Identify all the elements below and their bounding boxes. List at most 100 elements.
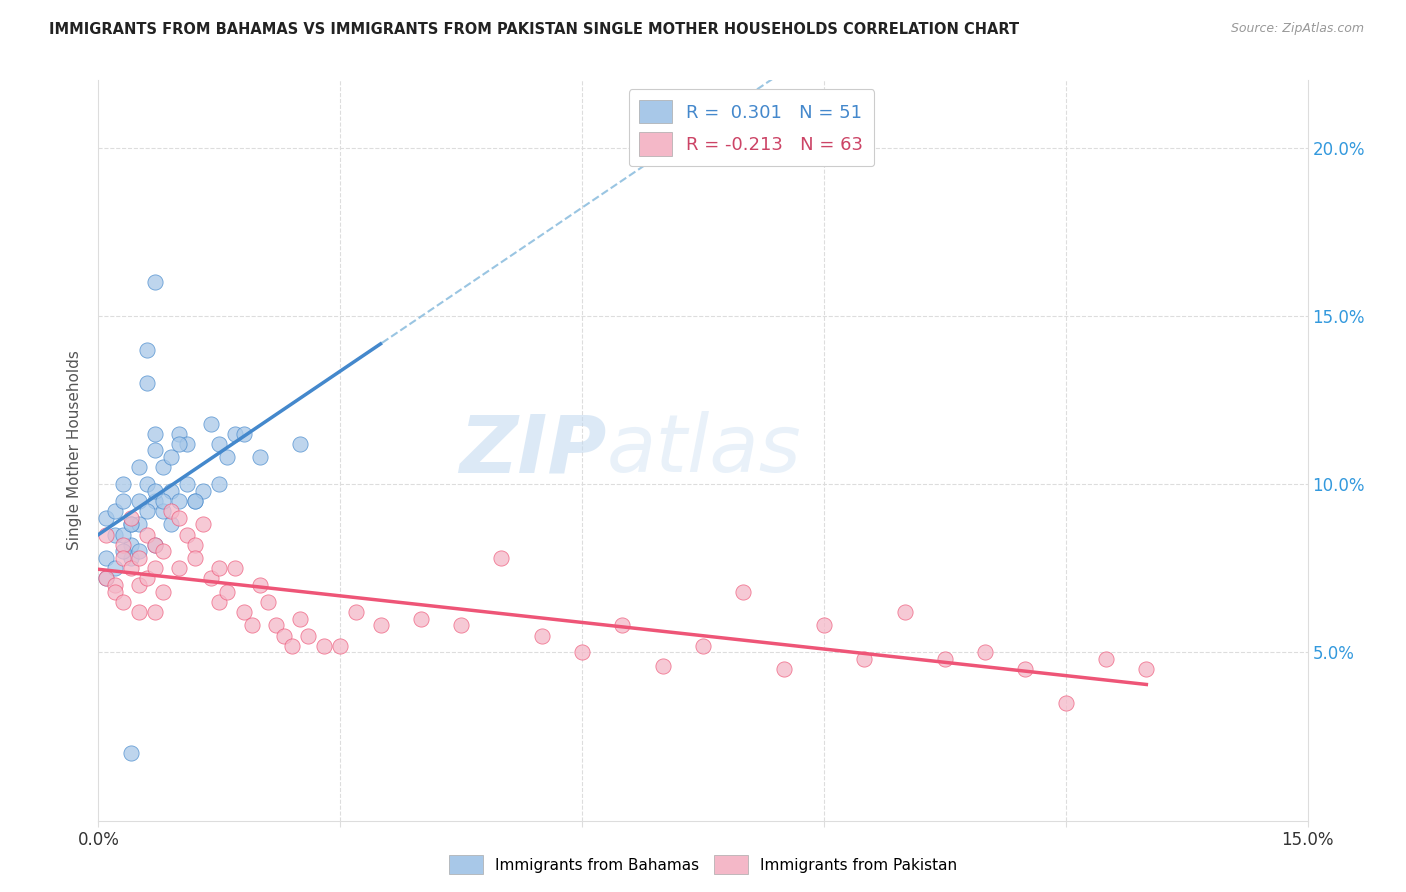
Point [103,584,125,599]
Point [772,662,794,676]
Point [176,477,198,491]
Point [208,436,231,450]
Point [167,494,190,508]
Point [813,618,835,632]
Point [208,477,231,491]
Point [111,595,134,609]
Point [120,517,142,532]
Point [193,483,215,498]
Point [128,605,150,619]
Point [176,527,198,541]
Point [96,571,118,585]
Point [1014,662,1036,676]
Point [152,584,174,599]
Point [733,584,755,599]
Point [143,605,166,619]
Point [152,460,174,475]
Point [128,517,150,532]
Point [135,504,157,518]
Point [249,450,271,465]
Point [103,578,125,592]
Point [103,561,125,575]
Text: Source: ZipAtlas.com: Source: ZipAtlas.com [1230,22,1364,36]
Point [143,275,166,289]
Point [160,450,183,465]
Text: ZIP: ZIP [458,411,606,490]
Point [96,527,118,541]
Point [143,443,166,458]
Point [111,494,134,508]
Point [167,436,190,450]
Point [143,426,166,441]
Point [184,494,207,508]
Point [103,527,125,541]
Point [143,538,166,552]
Point [344,605,367,619]
Point [200,417,222,431]
Point [120,538,142,552]
Point [167,510,190,524]
Point [184,494,207,508]
Point [193,517,215,532]
Point [450,618,472,632]
Point [200,571,222,585]
Point [256,595,278,609]
Point [135,343,157,357]
Point [232,426,254,441]
Point [152,504,174,518]
Point [111,477,134,491]
Point [128,551,150,566]
Point [135,571,157,585]
Point [491,551,513,566]
Point [934,652,956,666]
Legend: R =  0.301   N = 51, R = -0.213   N = 63: R = 0.301 N = 51, R = -0.213 N = 63 [628,89,875,167]
Point [370,618,392,632]
Point [288,436,311,450]
Point [530,628,553,642]
Point [143,483,166,498]
Point [96,571,118,585]
Point [893,605,915,619]
Point [184,551,207,566]
Point [143,561,166,575]
Point [120,510,142,524]
Point [176,436,198,450]
Point [120,747,142,761]
Legend: Immigrants from Bahamas, Immigrants from Pakistan: Immigrants from Bahamas, Immigrants from… [443,849,963,880]
Point [135,477,157,491]
Point [160,483,183,498]
Point [184,538,207,552]
Point [96,551,118,566]
Point [409,612,432,626]
Point [1135,662,1157,676]
Point [264,618,287,632]
Point [160,504,183,518]
Point [120,551,142,566]
Point [111,544,134,558]
Point [612,618,634,632]
Point [217,450,239,465]
Point [208,561,231,575]
Point [240,618,263,632]
Point [329,639,352,653]
Point [692,639,714,653]
Point [974,645,997,659]
Point [651,658,673,673]
Point [1054,696,1077,710]
Point [135,376,157,391]
Point [224,561,246,575]
Point [160,517,183,532]
Point [120,561,142,575]
Point [288,612,311,626]
Point [120,517,142,532]
Point [217,584,239,599]
Point [314,639,336,653]
Point [128,544,150,558]
Point [152,494,174,508]
Point [128,460,150,475]
Point [103,504,125,518]
Point [232,605,254,619]
Point [128,494,150,508]
Point [853,652,876,666]
Point [208,595,231,609]
